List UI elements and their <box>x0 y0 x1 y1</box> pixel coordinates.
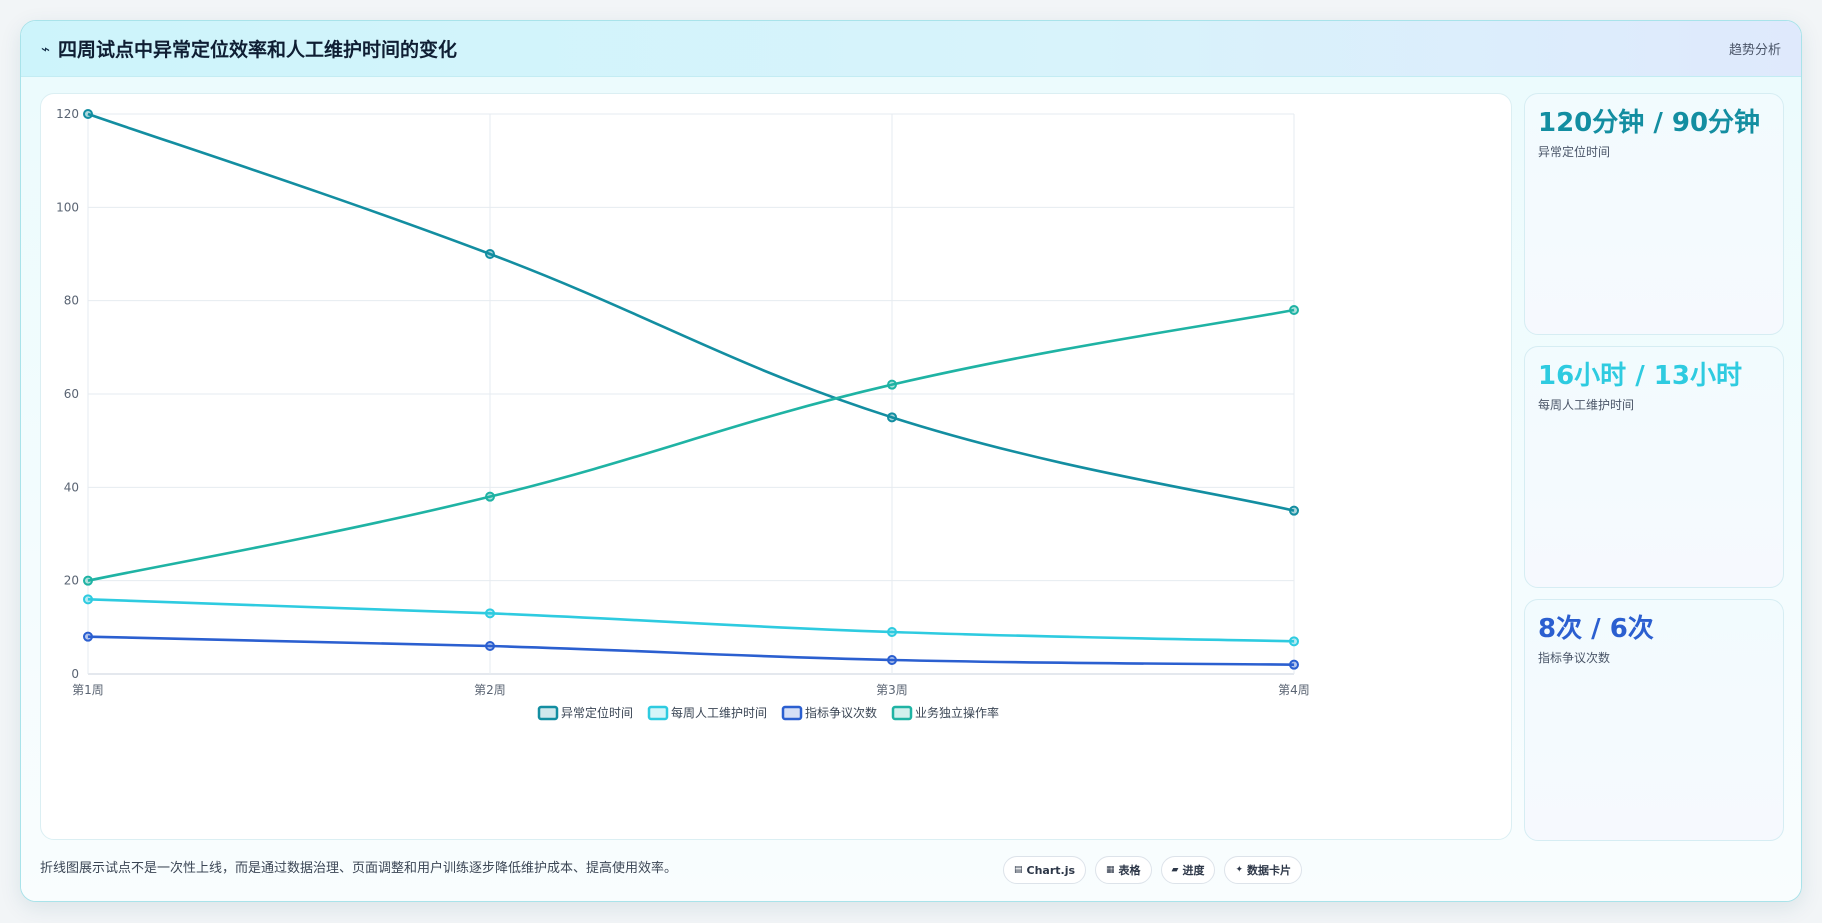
card-icon: ✦ <box>1235 865 1244 875</box>
y-tick-label: 80 <box>64 294 79 308</box>
chart-icon: ▤ <box>1014 865 1023 875</box>
series-points <box>83 109 1299 670</box>
card-title: 四周试点中异常定位效率和人工维护时间的变化 <box>58 39 458 61</box>
x-tick-label: 第1周 <box>72 683 104 697</box>
chip-progress[interactable]: ▰ 进度 <box>1160 856 1216 884</box>
y-tick-label: 0 <box>71 667 79 681</box>
y-tick-label: 40 <box>64 480 79 494</box>
series-line-2 <box>87 598 1295 643</box>
y-tick-label: 100 <box>56 200 79 214</box>
data-point <box>1289 636 1299 647</box>
trend-analysis-tag: 趋势分析 <box>1728 43 1781 58</box>
x-tick-label: 第4周 <box>1278 683 1310 697</box>
kpi-card-dispute-count: 8次 / 6次 指标争议次数 <box>1524 599 1784 841</box>
kpi-card-anomaly-time: 120分钟 / 90分钟 异常定位时间 <box>1524 93 1784 335</box>
grid-lines <box>87 113 1295 675</box>
legend-label: 指标争议次数 <box>805 705 877 720</box>
data-point <box>83 594 93 605</box>
data-point <box>485 641 495 651</box>
kpi-value: 16小时 / 13小时 <box>1538 361 1742 391</box>
line-chart-panel: 0 20 40 60 80 100 120 第1周 第2周 第3周 第4周 异常定位时间 每周人工维护… <box>40 93 1512 840</box>
kpi-value: 120分钟 / 90分钟 <box>1538 108 1761 138</box>
data-point <box>83 575 93 586</box>
legend-swatch <box>537 705 559 721</box>
y-tick-label: 60 <box>64 387 79 401</box>
data-point <box>1289 659 1299 670</box>
data-point <box>83 631 93 642</box>
tech-chips: ▤ Chart.js ▦ 表格 ▰ 进度 ✦ 数据卡片 <box>1003 856 1303 884</box>
chip-label: 表格 <box>1118 864 1141 877</box>
y-tick-label: 20 <box>64 574 79 588</box>
axis-ticks: 0 20 40 60 80 100 120 第1周 第2周 第3周 第4周 <box>56 107 1310 697</box>
chart-description: 折线图展示试点不是一次性上线，而是通过数据治理、页面调整和用户训练逐步降低维护成… <box>40 861 678 876</box>
x-tick-label: 第3周 <box>876 683 908 697</box>
series-lines <box>87 112 1295 666</box>
data-point <box>887 655 897 665</box>
kpi-value: 8次 / 6次 <box>1538 614 1654 644</box>
kpi-label: 指标争议次数 <box>1538 651 1611 665</box>
chip-chartjs[interactable]: ▤ Chart.js <box>1003 856 1087 884</box>
legend-swatch <box>647 705 669 721</box>
kpi-label: 异常定位时间 <box>1538 145 1611 159</box>
data-point <box>485 608 495 619</box>
series-line-4 <box>87 308 1295 582</box>
series-line-1 <box>87 112 1295 512</box>
data-point <box>887 627 897 637</box>
chip-table[interactable]: ▦ 表格 <box>1095 856 1152 884</box>
x-tick-label: 第2周 <box>474 683 506 697</box>
chart-legend: 异常定位时间 每周人工维护时间 指标争议次数 业务独立操作率 <box>537 705 999 721</box>
chip-label: Chart.js <box>1026 863 1076 877</box>
line-chart: 0 20 40 60 80 100 120 第1周 第2周 第3周 第4周 异常定位时间 每周人工维护… <box>56 107 1310 721</box>
data-point <box>1289 305 1299 315</box>
card-header: ⌁ 四周试点中异常定位效率和人工维护时间的变化 趋势分析 <box>21 21 1801 77</box>
chart-card: ⌁ 四周试点中异常定位效率和人工维护时间的变化 趋势分析 0 20 40 60 80 10… <box>20 20 1802 902</box>
chart-line-icon: ⌁ <box>41 39 51 58</box>
chip-label: 进度 <box>1182 864 1205 877</box>
legend-label: 业务独立操作率 <box>915 705 999 720</box>
data-point <box>887 379 897 390</box>
chip-label: 数据卡片 <box>1247 864 1292 877</box>
data-point <box>887 412 897 423</box>
legend-label: 异常定位时间 <box>561 705 633 720</box>
progress-icon: ▰ <box>1171 865 1179 875</box>
data-point <box>485 249 495 259</box>
y-tick-label: 120 <box>56 107 79 121</box>
legend-label: 每周人工维护时间 <box>671 705 767 720</box>
kpi-label: 每周人工维护时间 <box>1538 398 1635 412</box>
table-icon: ▦ <box>1106 865 1115 875</box>
series-line-3 <box>87 635 1295 666</box>
legend-swatch <box>891 705 913 721</box>
data-point <box>83 109 93 119</box>
data-point <box>1289 505 1299 516</box>
legend-swatch <box>781 705 803 721</box>
chip-data-card[interactable]: ✦ 数据卡片 <box>1224 856 1303 884</box>
data-point <box>485 491 495 502</box>
kpi-card-maintenance-time: 16小时 / 13小时 每周人工维护时间 <box>1524 346 1784 588</box>
